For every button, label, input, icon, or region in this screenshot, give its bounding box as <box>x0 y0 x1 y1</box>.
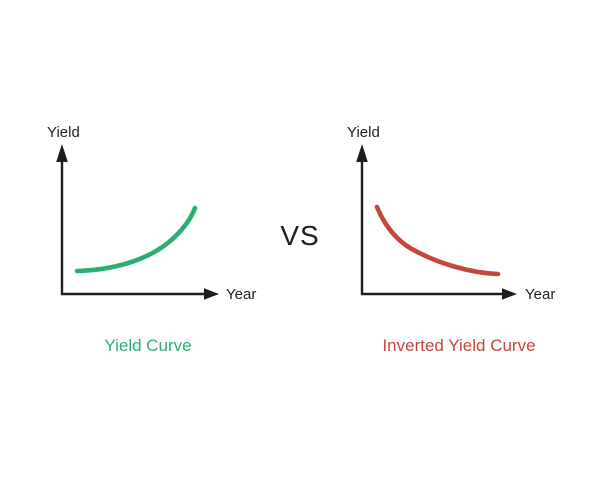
normal-yield-curve-line <box>74 205 198 274</box>
left-axes <box>60 150 205 296</box>
right-x-axis-label: Year <box>525 286 556 303</box>
normal-yield-curve-chart <box>56 144 219 300</box>
left-y-axis-arrow-icon <box>56 144 68 162</box>
right-y-axis-arrow-icon <box>356 144 368 162</box>
inverted-yield-curve-line <box>374 204 501 277</box>
right-axes <box>360 150 503 296</box>
right-x-axis-arrow-icon <box>502 288 517 300</box>
normal-yield-curve-caption: Yield Curve <box>104 336 192 355</box>
inverted-yield-curve-caption: Inverted Yield Curve <box>382 336 536 355</box>
left-x-axis-label: Year <box>226 286 257 303</box>
inverted-yield-curve-chart <box>356 144 517 300</box>
right-y-axis-label: Yield <box>347 124 380 141</box>
left-x-axis-arrow-icon <box>204 288 219 300</box>
left-y-axis-label: Yield <box>47 124 80 141</box>
vs-separator: VS <box>280 220 320 251</box>
